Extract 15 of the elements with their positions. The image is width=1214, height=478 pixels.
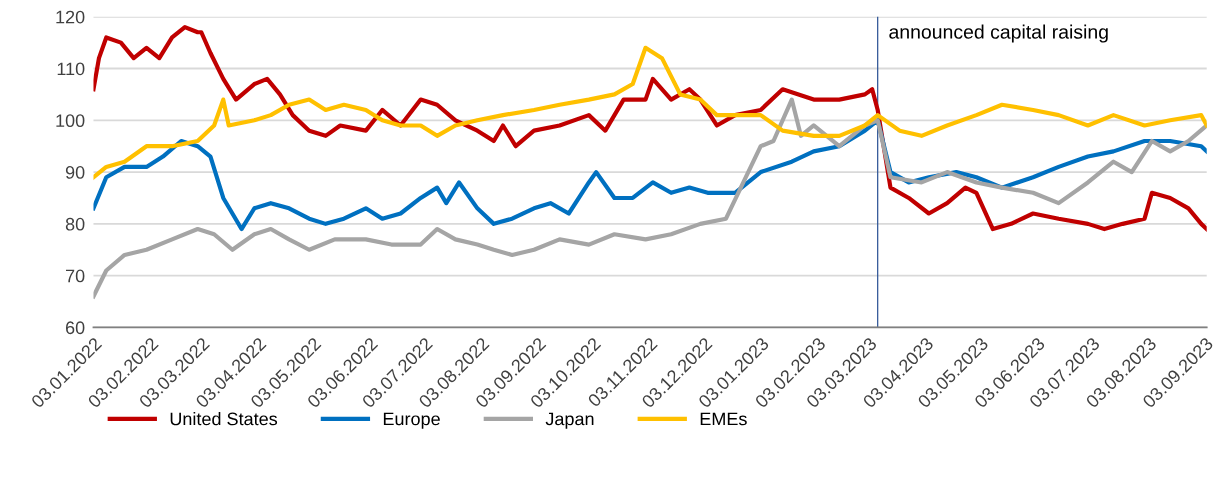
y-tick-label: 90	[65, 166, 85, 179]
y-tick-label: 110	[57, 62, 85, 76]
legend-label: EMEs	[700, 412, 747, 426]
line-series	[93, 97, 1207, 299]
legend-label: Europe	[383, 412, 440, 429]
line-series	[93, 25, 1207, 232]
y-tick-label: 60	[65, 321, 85, 335]
ref-line-label: announced capital raising	[889, 24, 1108, 43]
line-series	[93, 45, 1207, 180]
y-tick-label: 70	[65, 269, 85, 283]
legend-label: United States	[170, 412, 278, 426]
y-tick-label: 100	[56, 114, 85, 128]
legend-label: Japan	[545, 412, 594, 429]
y-tick-label: 120	[56, 10, 85, 24]
y-tick-label: 80	[65, 217, 85, 231]
